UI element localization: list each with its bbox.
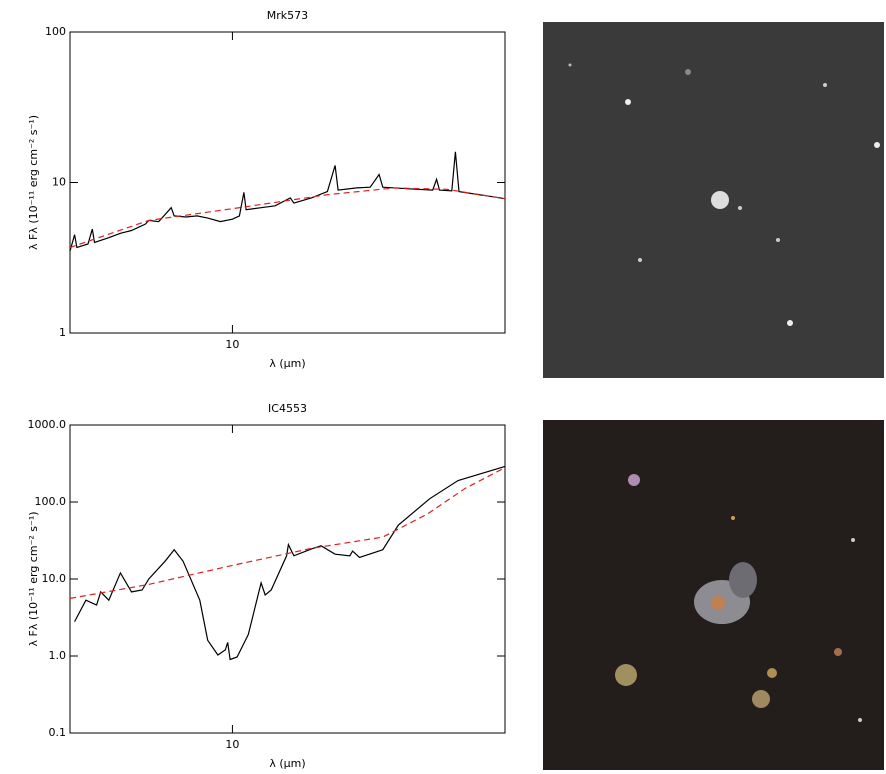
x-axis-label: λ (μm): [269, 357, 305, 370]
chart-title: Mrk573: [267, 9, 308, 22]
star: [776, 238, 780, 242]
plot-frame: [69, 31, 506, 334]
y-tick-label: 100: [45, 25, 66, 38]
x-axis-label: λ (μm): [269, 757, 305, 770]
star: [738, 206, 742, 210]
galaxy: [752, 690, 770, 708]
galaxy: [615, 664, 637, 686]
galaxy-core: [711, 596, 725, 610]
spectrum-line: [69, 467, 506, 599]
y-tick-label: 100.0: [35, 495, 67, 508]
star: [858, 718, 862, 722]
chart-title: IC4553: [268, 402, 307, 415]
star: [638, 258, 642, 262]
spectrum-line: [74, 465, 506, 661]
galaxy: [711, 191, 729, 209]
y-tick-label: 1.0: [49, 649, 67, 662]
star: [731, 516, 735, 520]
star: [851, 538, 855, 542]
image-bottom: [543, 420, 884, 770]
y-axis-label: λ Fλ (10⁻¹¹ erg cm⁻² s⁻¹): [27, 511, 40, 646]
star: [628, 474, 640, 486]
y-tick-label: 1: [59, 326, 66, 339]
y-axis-label: λ Fλ (10⁻¹¹ erg cm⁻² s⁻¹): [27, 115, 40, 250]
star: [685, 69, 691, 75]
spectrum-line: [69, 187, 506, 249]
y-tick-label: 10: [52, 176, 66, 189]
spectrum-line: [69, 151, 506, 252]
star: [767, 668, 777, 678]
star: [568, 63, 572, 67]
star: [874, 142, 880, 148]
y-tick-label: 0.1: [49, 726, 67, 739]
star: [625, 99, 631, 105]
galaxy: [729, 562, 757, 598]
star: [834, 648, 842, 656]
plot-frame: [69, 424, 506, 734]
y-tick-label: 1000.0: [28, 418, 67, 431]
star: [787, 320, 793, 326]
image-top: [543, 22, 884, 378]
y-tick-label: 10.0: [42, 572, 67, 585]
x-tick-label: 10: [225, 338, 239, 351]
star: [823, 83, 827, 87]
x-tick-label: 10: [225, 738, 239, 751]
